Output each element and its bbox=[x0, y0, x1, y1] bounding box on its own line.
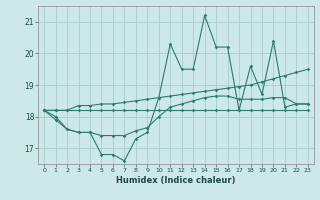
X-axis label: Humidex (Indice chaleur): Humidex (Indice chaleur) bbox=[116, 176, 236, 185]
